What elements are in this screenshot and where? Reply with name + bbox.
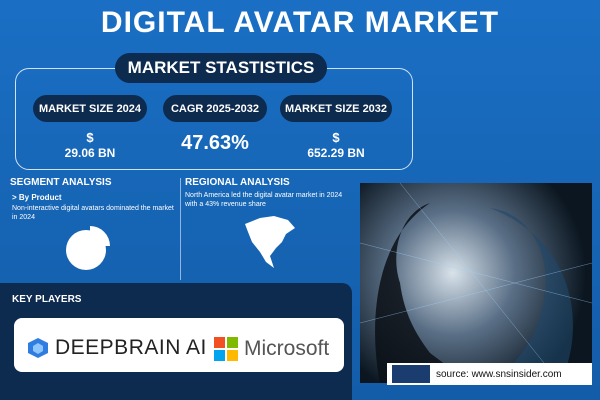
deepbrain-logo [28,338,48,358]
stat-symbol: $ [86,130,94,145]
avatar-art [359,182,593,384]
segment-text: Non-interactive digital avatars dominate… [12,205,174,221]
microsoft-logo [214,337,238,361]
logo-box [14,318,344,372]
stat-value: 29.06 BN [64,146,116,160]
source-strip [387,363,592,385]
key-players-title: KEY PLAYERS [12,294,82,305]
source: source: www.snsinsider.com [436,369,562,380]
title: DIGITAL AVATAR MARKET [100,6,500,39]
regional-text: North America led the digital avatar mar… [185,192,343,208]
player-name: Microsoft [244,337,330,360]
stat-label: MARKET SIZE 2024 [33,95,147,122]
subtitle: MARKET STASTISTICS [115,53,327,83]
stat-value: 652.29 BN [307,146,365,160]
stat-value: 47.63% [181,132,249,154]
regional-title: REGIONAL ANALYSIS [185,177,290,188]
stat-label: CAGR 2025-2032 [163,95,267,122]
stat-label: MARKET SIZE 2032 [280,95,392,122]
avatar-image [359,182,593,384]
divider [180,178,181,280]
stat-symbol: $ [332,130,340,145]
player-name: DEEPBRAIN AI [55,336,207,359]
sns-logo [392,365,430,383]
map-icon [245,216,295,268]
segment-title: SEGMENT ANALYSIS [10,177,112,188]
pie-icon [66,226,110,270]
segment-subtitle: > By Product [12,193,62,202]
